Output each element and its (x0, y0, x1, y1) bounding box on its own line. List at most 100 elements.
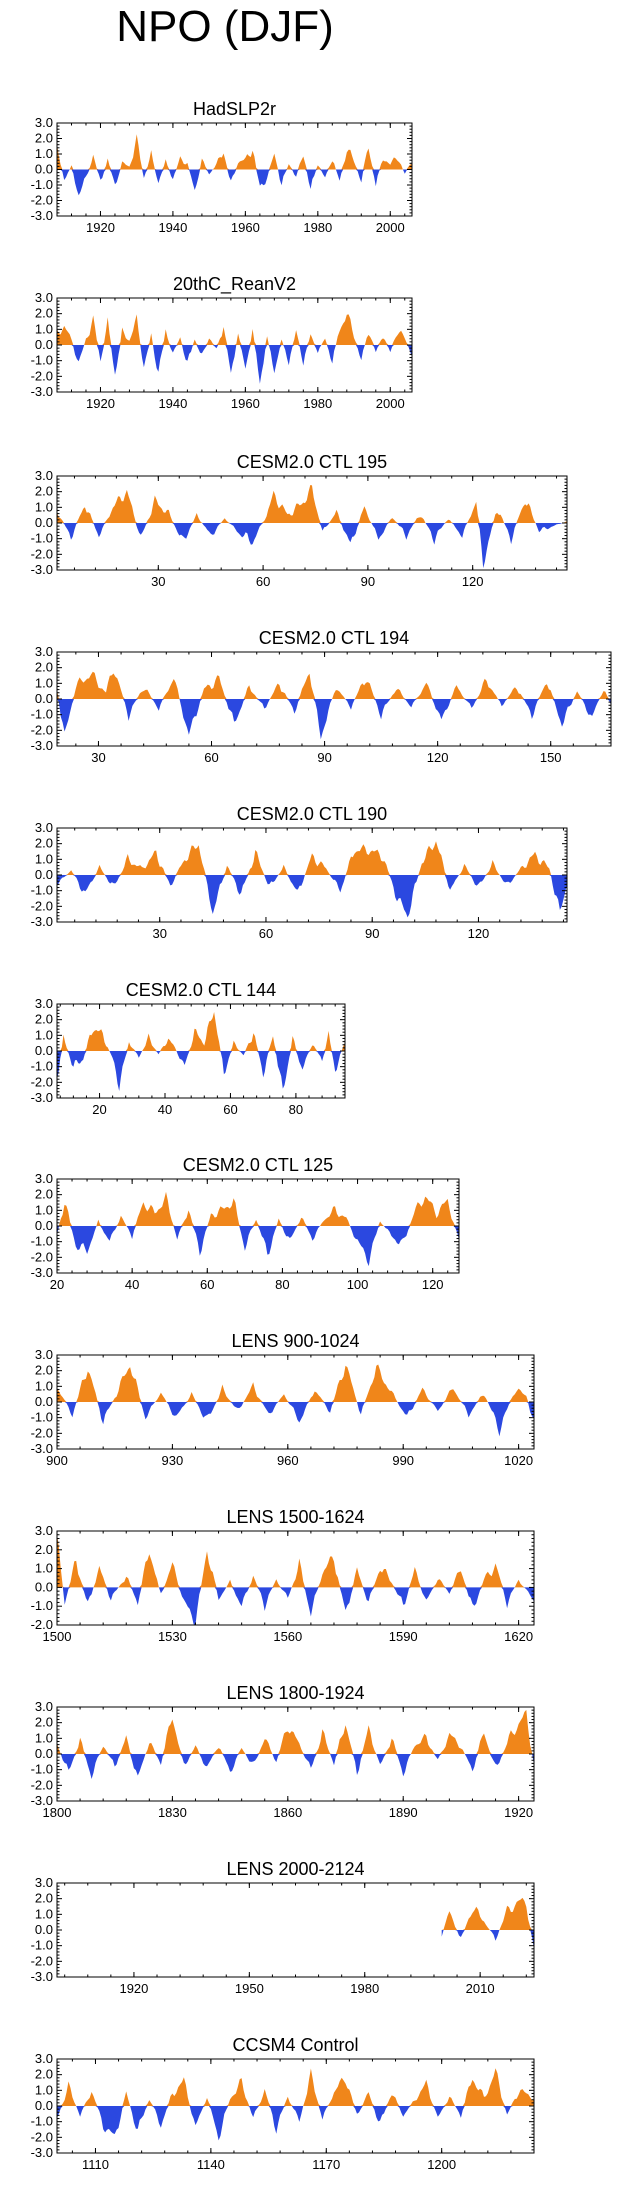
y-tick-label: -2.0 (31, 193, 53, 208)
y-tick-label: -3.0 (31, 1441, 53, 1456)
chart-panel: CESM2.0 CTL 194 3.02.01.00.0-1.0-2.0-3.0 3… (31, 628, 612, 765)
y-tick-label: 3.0 (35, 644, 53, 659)
chart-title: 20thC_ReanV2 (173, 274, 296, 295)
y-tick-label: 0.0 (35, 1579, 53, 1594)
negative-area (57, 875, 567, 918)
y-tick-label: -3.0 (31, 384, 53, 399)
x-tick-label: 960 (277, 1453, 299, 1468)
x-tick-label: 80 (275, 1277, 289, 1292)
x-tick-label: 20 (50, 1277, 64, 1292)
x-tick-label: 30 (91, 750, 105, 765)
y-tick-label: 3.0 (35, 1875, 53, 1890)
negative-area (57, 1402, 534, 1437)
positive-area (57, 314, 412, 345)
x-tick-label: 120 (462, 574, 484, 589)
x-tick-label: 1980 (350, 1981, 379, 1996)
positive-area (57, 671, 611, 699)
negative-area (57, 2106, 534, 2141)
y-tick-label: -2.0 (31, 1074, 53, 1089)
x-tick-label: 1620 (504, 1629, 533, 1644)
y-tick-label: -1.0 (31, 1059, 53, 1074)
y-tick-label: -2.0 (31, 1249, 53, 1264)
y-tick-label: 1.0 (35, 2082, 53, 2097)
y-tick-label: -2.0 (31, 898, 53, 913)
y-tick-label: 2.0 (35, 131, 53, 146)
positive-area (441, 1897, 534, 1930)
y-tick-label: -2.0 (31, 2129, 53, 2144)
y-tick-label: -3.0 (31, 208, 53, 223)
plot-frame (56, 1530, 535, 1626)
x-tick-label: 1960 (231, 220, 260, 235)
x-tick-label: 1920 (86, 220, 115, 235)
positive-area (57, 1191, 459, 1226)
y-tick-label: 2.0 (35, 1715, 53, 1730)
x-tick-label: 1020 (504, 1453, 533, 1468)
positive-area (57, 2068, 534, 2106)
y-tick-label: -3.0 (31, 1090, 53, 1105)
chart-title: LENS 900-1024 (231, 1331, 359, 1351)
x-tick-label: 1960 (231, 396, 260, 411)
x-tick-label: 1940 (158, 396, 187, 411)
x-tick-label: 900 (46, 1453, 68, 1468)
negative-area (57, 1051, 345, 1091)
y-tick-label: -2.0 (31, 1953, 53, 1968)
x-tick-label: 60 (259, 926, 273, 941)
x-tick-label: 1530 (158, 1629, 187, 1644)
chart-title: CESM2.0 CTL 194 (259, 628, 409, 648)
y-tick-label: -3.0 (31, 914, 53, 929)
x-tick-label: 150 (540, 750, 562, 765)
chart-panel: LENS 1800-19243.02.01.00.0-1.0-2.0-3.018… (31, 1683, 535, 1820)
y-tick-label: 3.0 (35, 115, 53, 130)
chart-title: LENS 1500-1624 (226, 1507, 364, 1527)
y-tick-label: 0.0 (35, 691, 53, 706)
chart-panel: 20thC_ReanV2 3.02.01.00.0-1.0-2.0-3.0 1920… (31, 274, 413, 411)
y-tick-label: -1.0 (31, 1598, 53, 1613)
y-tick-label: -1.0 (31, 177, 53, 192)
x-tick-label: 1920 (119, 1981, 148, 1996)
negative-area (57, 169, 412, 196)
x-tick-label: 60 (256, 574, 270, 589)
y-tick-label: 2.0 (35, 1187, 53, 1202)
chart-title: CESM2.0 CTL 144 (126, 980, 276, 1000)
y-tick-label: 1.0 (35, 1730, 53, 1745)
y-tick-label: -1.0 (31, 1762, 53, 1777)
x-tick-label: 100 (347, 1277, 369, 1292)
x-tick-label: 60 (200, 1277, 214, 1292)
negative-area (441, 1930, 534, 1950)
x-tick-label: 1920 (504, 1805, 533, 1820)
x-tick-label: 2000 (376, 220, 405, 235)
y-tick-label: 0.0 (35, 337, 53, 352)
y-tick-label: 3.0 (35, 1523, 53, 1538)
y-tick-label: 1.0 (35, 146, 53, 161)
y-tick-label: 0.0 (35, 515, 53, 530)
x-tick-label: 30 (151, 574, 165, 589)
chart-title: CESM2.0 CTL 125 (183, 1155, 333, 1175)
positive-area (57, 841, 567, 875)
y-tick-label: -2.0 (31, 722, 53, 737)
y-tick-label: 2.0 (35, 306, 53, 321)
negative-area (57, 1754, 534, 1779)
chart-title: CCSM4 Control (232, 2035, 358, 2055)
x-tick-label: 930 (162, 1453, 184, 1468)
y-tick-label: -2.0 (31, 1777, 53, 1792)
x-tick-label: 120 (468, 926, 490, 941)
y-tick-label: 1.0 (35, 321, 53, 336)
x-tick-label: 1500 (43, 1629, 72, 1644)
y-tick-label: -2.0 (31, 546, 53, 561)
y-tick-label: 2.0 (35, 1363, 53, 1378)
positive-area (57, 1364, 534, 1402)
x-tick-label: 1890 (389, 1805, 418, 1820)
x-tick-label: 990 (392, 1453, 414, 1468)
y-tick-label: -1.0 (31, 1410, 53, 1425)
x-tick-label: 90 (361, 574, 375, 589)
x-tick-label: 1800 (43, 1805, 72, 1820)
y-tick-label: 0.0 (35, 1218, 53, 1233)
y-tick-label: 1.0 (35, 1202, 53, 1217)
x-tick-label: 2000 (376, 396, 405, 411)
y-tick-label: -2.0 (31, 1617, 53, 1632)
y-tick-label: -1.0 (31, 1938, 53, 1953)
y-tick-label: 3.0 (35, 1347, 53, 1362)
y-tick-label: 1.0 (35, 499, 53, 514)
